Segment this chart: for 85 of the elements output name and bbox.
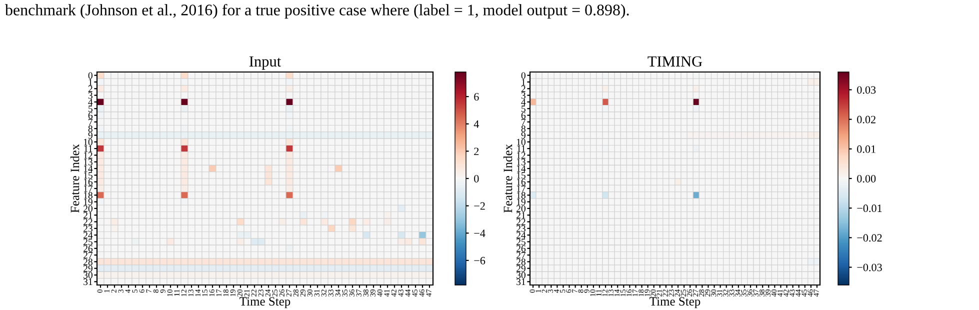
y-tick-label: 6 xyxy=(521,112,526,119)
y-tick-label: 4 xyxy=(88,98,93,106)
y-tick-label: 19 xyxy=(516,198,526,206)
y-tick-label: 30 xyxy=(84,272,92,278)
chart-title: Input xyxy=(249,56,282,70)
y-tick-label: 13 xyxy=(84,158,92,166)
y-tick-label: 15 xyxy=(84,172,92,179)
y-tick-label: 3 xyxy=(88,92,92,99)
y-axis-title: Feature Index xyxy=(70,144,80,213)
text: benchmark (Johnson et al., 2016) for a true positive case where (label = 1, model output = 0.898). xyxy=(5,4,629,19)
color-bar-label: 6 xyxy=(474,93,479,101)
y-tick-label: 9 xyxy=(521,132,526,139)
y-tick-label: 5 xyxy=(88,106,92,112)
y-tick-label: 30 xyxy=(516,272,526,278)
color-bar-label: −4 xyxy=(474,230,486,237)
color-bar-label: 0 xyxy=(474,174,479,182)
y-tick-label: 19 xyxy=(84,198,92,206)
y-tick-label: 13 xyxy=(516,158,526,166)
color-bar-label: −0.01 xyxy=(857,204,882,212)
y-tick-label: 23 xyxy=(516,225,526,232)
y-tick-label: 10 xyxy=(84,138,92,146)
x-axis-title: Time Step xyxy=(240,297,290,308)
y-tick-label: 5 xyxy=(522,106,526,112)
y-tick-label: 4 xyxy=(521,98,526,106)
color-bar-label: 0.00 xyxy=(857,174,876,183)
y-tick-label: 11 xyxy=(517,146,526,152)
y-tick-label: 26 xyxy=(84,245,93,252)
color-bar-label: −0.03 xyxy=(857,264,882,272)
y-tick-label: 15 xyxy=(516,172,526,179)
y-tick-label: 20 xyxy=(84,205,92,212)
y-tick-label: 23 xyxy=(84,225,92,232)
y-tick-label: 17 xyxy=(84,185,93,192)
y-tick-label: 27 xyxy=(516,252,526,258)
y-tick-label: 11 xyxy=(84,146,92,152)
chart-title: TIMING xyxy=(648,56,702,67)
y-tick-label: 29 xyxy=(516,265,526,272)
y-tick-label: 22 xyxy=(516,218,526,226)
y-tick-label: 1 xyxy=(522,78,526,86)
y-tick-label: 28 xyxy=(516,258,526,266)
y-tick-label: 3 xyxy=(521,92,526,99)
y-tick-label: 14 xyxy=(516,165,526,172)
color-bar-label: 0.03 xyxy=(857,86,876,94)
y-tick-label: 29 xyxy=(84,265,92,272)
y-tick-label: 8 xyxy=(88,125,92,132)
color-bar-label: 4 xyxy=(474,120,480,128)
color-bar-label: −6 xyxy=(474,256,486,264)
color-bar-label: 2 xyxy=(474,148,479,156)
y-tick-label: 24 xyxy=(84,232,93,238)
color-bar-label: 0.01 xyxy=(857,145,876,153)
y-tick-label: 28 xyxy=(84,258,92,266)
y-tick-label: 0 xyxy=(521,72,526,79)
y-tick-label: 16 xyxy=(516,178,526,186)
y-axis-title: Feature Index xyxy=(503,144,512,213)
y-tick-label: 18 xyxy=(516,192,526,199)
color-bar-label: −0.02 xyxy=(857,234,882,242)
y-tick-label: 14 xyxy=(84,165,93,172)
y-tick-label: 2 xyxy=(88,86,92,92)
y-tick-label: 25 xyxy=(84,238,92,246)
y-tick-label: 27 xyxy=(84,252,93,258)
y-tick-label: 17 xyxy=(516,185,526,192)
y-tick-label: 22 xyxy=(84,218,92,226)
y-tick-label: 10 xyxy=(516,138,526,146)
y-tick-label: 9 xyxy=(88,132,92,139)
y-tick-label: 0 xyxy=(88,72,92,79)
y-tick-label: 21 xyxy=(84,212,92,218)
y-tick-label: 7 xyxy=(522,118,526,126)
y-tick-label: 7 xyxy=(88,118,93,126)
y-tick-label: 21 xyxy=(516,212,526,218)
y-tick-label: 8 xyxy=(521,125,526,132)
y-tick-label: 31 xyxy=(84,278,92,286)
x-axis-title: Time Step xyxy=(650,297,700,308)
y-tick-label: 1 xyxy=(88,78,92,86)
y-tick-label: 12 xyxy=(516,152,526,159)
y-tick-label: 12 xyxy=(84,152,92,159)
y-tick-label: 2 xyxy=(521,86,526,92)
color-bar-label: −2 xyxy=(474,202,485,210)
y-tick-label: 18 xyxy=(84,192,92,199)
y-tick-label: 31 xyxy=(516,278,526,286)
y-tick-label: 20 xyxy=(516,205,526,212)
y-tick-label: 6 xyxy=(88,112,93,119)
y-tick-label: 26 xyxy=(516,245,526,252)
y-tick-label: 24 xyxy=(516,232,526,238)
color-bar-label: 0.02 xyxy=(857,116,876,124)
y-tick-label: 16 xyxy=(84,178,93,186)
y-tick-label: 25 xyxy=(516,238,526,246)
